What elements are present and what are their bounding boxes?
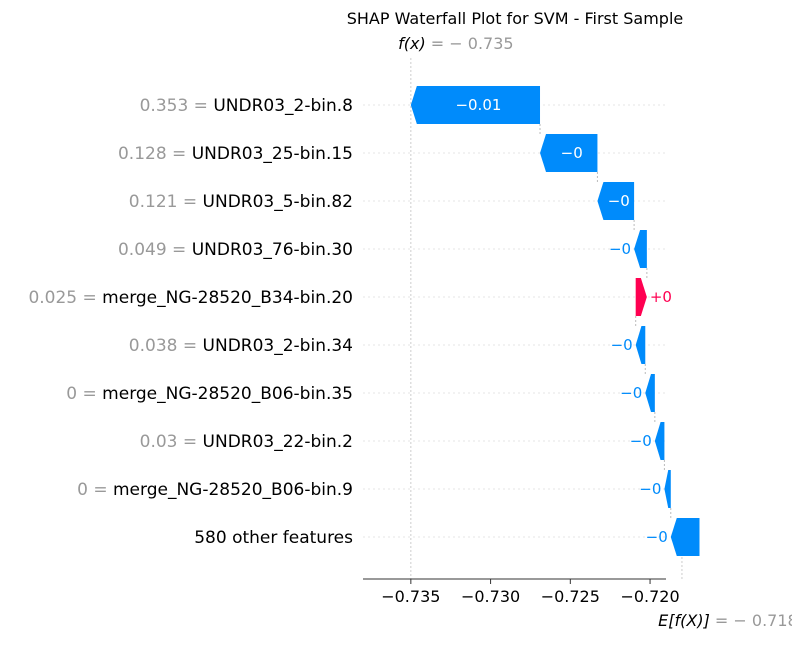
feature-name: UNDR03_25-bin.15	[192, 144, 353, 164]
fx-value: − 0.735	[449, 34, 513, 53]
feature-label: 0.128 = UNDR03_25-bin.15	[118, 144, 353, 164]
feature-label: 0.038 = UNDR03_2-bin.34	[129, 336, 353, 356]
feature-value: 0.049 =	[118, 240, 192, 260]
feature-name: merge_NG-28520_B34-bin.20	[102, 288, 353, 308]
waterfall-bar	[645, 374, 655, 412]
x-tick-label: −0.730	[461, 587, 520, 606]
feature-name: UNDR03_2-bin.34	[203, 336, 353, 356]
expected-value-equals: =	[715, 611, 734, 630]
bar-value-label: −0	[609, 240, 631, 258]
feature-value: 0.128 =	[118, 144, 192, 164]
waterfall-bar	[635, 326, 646, 364]
feature-name: merge_NG-28520_B06-bin.35	[102, 384, 353, 404]
feature-name: UNDR03_22-bin.2	[203, 432, 353, 452]
x-tick-label: −0.725	[541, 587, 600, 606]
bar-value-label: +0	[650, 288, 672, 306]
bar-value-label: −0	[639, 480, 661, 498]
feature-name: 580 other features	[194, 528, 353, 548]
bar-value-label: −0	[646, 528, 668, 546]
expected-value-annotation: E[f(X)] = − 0.718	[658, 611, 792, 630]
feature-label: 0.353 = UNDR03_2-bin.8	[140, 96, 353, 116]
feature-value: 0.353 =	[140, 96, 214, 116]
feature-value: 0.025 =	[28, 288, 102, 308]
feature-label: 0.049 = UNDR03_76-bin.30	[118, 240, 353, 260]
bar-value-label: −0	[620, 384, 642, 402]
feature-value: 0.038 =	[129, 336, 203, 356]
feature-label: 0 = merge_NG-28520_B06-bin.9	[77, 480, 353, 500]
bar-value-label: −0	[561, 144, 583, 162]
waterfall-bar	[635, 278, 647, 316]
x-tick-label: −0.735	[381, 587, 440, 606]
expected-value-value: − 0.718	[733, 611, 792, 630]
chart-title: SHAP Waterfall Plot for SVM - First Samp…	[347, 9, 684, 28]
x-tick-label: −0.720	[620, 587, 679, 606]
bar-value-label: −0	[630, 432, 652, 450]
feature-name: UNDR03_2-bin.8	[213, 96, 353, 116]
feature-label: 580 other features	[194, 528, 353, 548]
feature-value: 0 =	[77, 480, 113, 500]
feature-value: 0 =	[66, 384, 102, 404]
waterfall-bar	[664, 470, 671, 508]
fx-label: f(x)	[398, 34, 426, 53]
feature-name: UNDR03_5-bin.82	[203, 192, 353, 212]
bar-value-label: −0	[608, 192, 630, 210]
waterfall-bar	[634, 230, 647, 268]
feature-label: 0.025 = merge_NG-28520_B34-bin.20	[28, 288, 353, 308]
waterfall-bar	[540, 134, 598, 172]
expected-value-label: E[f(X)]	[658, 611, 710, 630]
feature-label: 0 = merge_NG-28520_B06-bin.35	[66, 384, 353, 404]
feature-name: merge_NG-28520_B06-bin.9	[113, 480, 353, 500]
feature-label: 0.03 = UNDR03_22-bin.2	[140, 432, 353, 452]
waterfall-bar	[670, 518, 700, 556]
bar-value-label: −0	[611, 336, 633, 354]
waterfall-bar	[654, 422, 665, 460]
fx-annotation: f(x) = − 0.735	[398, 34, 513, 53]
feature-name: UNDR03_76-bin.30	[192, 240, 353, 260]
fx-equals: =	[431, 34, 450, 53]
feature-value: 0.03 =	[140, 432, 203, 452]
waterfall-bar	[410, 86, 541, 124]
feature-value: 0.121 =	[129, 192, 203, 212]
feature-label: 0.121 = UNDR03_5-bin.82	[129, 192, 353, 212]
bar-value-label: −0.01	[455, 96, 501, 114]
waterfall-bar	[597, 182, 635, 220]
